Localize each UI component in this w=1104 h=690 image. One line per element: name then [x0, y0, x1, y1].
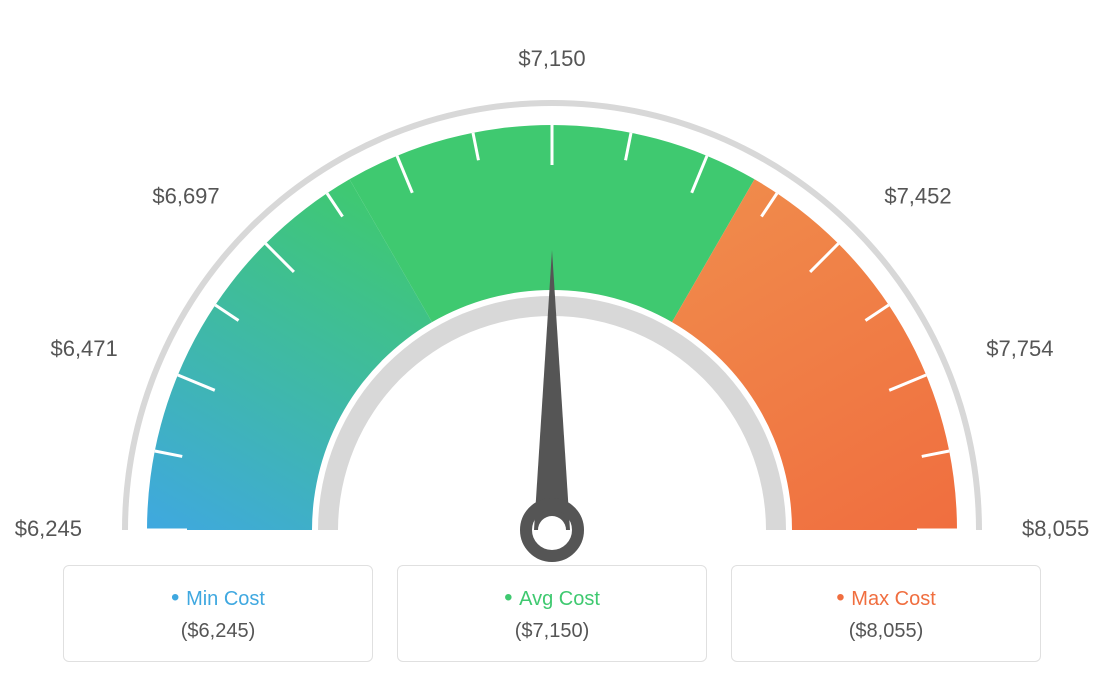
- legend-avg-value: ($7,150): [408, 620, 696, 643]
- legend-avg-label: Avg Cost: [408, 584, 696, 612]
- gauge-tick-label-6: $7,452: [884, 183, 951, 208]
- legend-max-value: ($8,055): [742, 620, 1030, 643]
- legend-min-value: ($6,245): [74, 620, 362, 643]
- gauge-tick-label-8: $8,055: [1022, 516, 1089, 541]
- legend-max-label: Max Cost: [742, 584, 1030, 612]
- gauge-container: $6,245 $6,471 $6,697 $7,150 $7,452 $7,754 $8,0…: [0, 0, 1104, 560]
- gauge-needle-hub-inner: [538, 516, 566, 544]
- gauge-needle: [534, 250, 570, 530]
- gauge-tick-label-0: $6,245: [15, 516, 82, 541]
- legend-min-label: Min Cost: [74, 584, 362, 612]
- gauge-tick-label-4: $7,150: [518, 46, 585, 71]
- gauge-tick-label-2: $6,697: [152, 183, 219, 208]
- gauge-svg: $6,245 $6,471 $6,697 $7,150 $7,452 $7,754 $8,0…: [0, 20, 1104, 580]
- gauge-tick-label-7: $7,754: [986, 336, 1053, 361]
- gauge-tick-label-1: $6,471: [50, 336, 117, 361]
